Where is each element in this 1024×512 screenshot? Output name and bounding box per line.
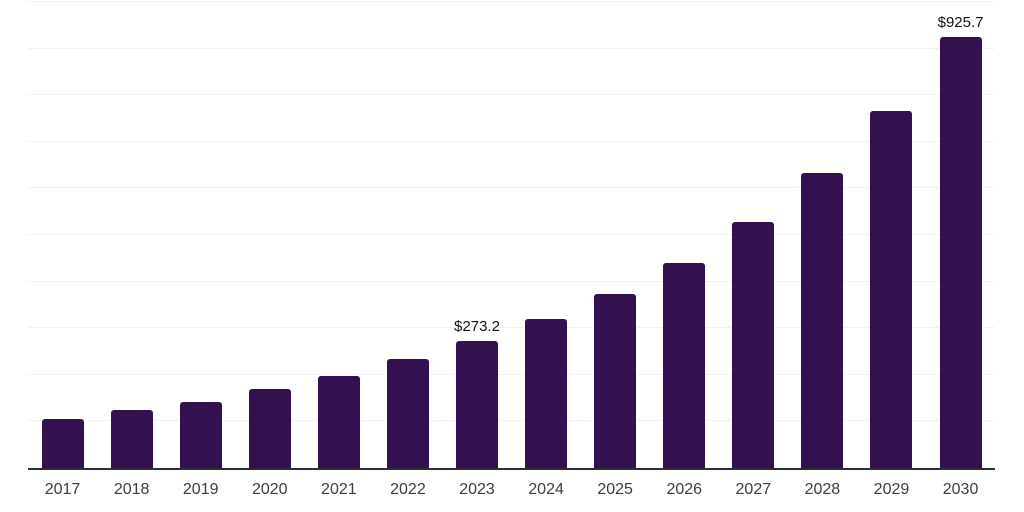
slot-2018: 2018 (97, 2, 166, 498)
bar-2030 (939, 36, 982, 468)
x-tick-2019: 2019 (182, 481, 219, 498)
x-tick-2023: 2023 (459, 481, 495, 498)
slot-2019: 2019 (166, 2, 235, 498)
slot-2029: 2029 (857, 2, 926, 498)
bar-series: 2017 2018 2019 2020 2021 2022 $273.2 2023 2024 20… (28, 2, 995, 498)
slot-2025: 2025 (581, 2, 650, 498)
gridline-600 (28, 187, 995, 189)
slot-2030: $925.7 2030 (926, 2, 995, 498)
x-tick-2025: 2025 (597, 481, 633, 498)
x-tick-2027: 2027 (735, 481, 772, 498)
bar-value-label-2023: $273.2 (454, 317, 500, 335)
gridline-300 (28, 327, 995, 329)
x-tick-2018: 2018 (113, 481, 150, 498)
gridline-100 (28, 420, 995, 422)
bar-2018 (110, 410, 153, 468)
gridline-400 (28, 280, 995, 282)
bar-2017 (41, 419, 84, 468)
slot-2022: 2022 (373, 2, 442, 498)
slot-2021: 2021 (304, 2, 373, 498)
x-tick-2024: 2024 (528, 481, 564, 498)
bar-2022 (386, 358, 429, 468)
gridline-700 (28, 140, 995, 142)
gridline-800 (28, 94, 995, 96)
x-tick-2017: 2017 (44, 481, 81, 498)
slot-2026: 2026 (650, 2, 719, 498)
slot-2023: $273.2 2023 (442, 2, 511, 498)
x-tick-2029: 2029 (873, 481, 910, 498)
x-tick-2021: 2021 (321, 481, 357, 498)
x-tick-2026: 2026 (666, 481, 703, 498)
bar-2023 (456, 340, 498, 468)
slot-2024: 2024 (512, 2, 581, 498)
gridline-900 (28, 47, 995, 49)
bar-2024 (525, 319, 568, 468)
bar-2019 (179, 402, 222, 468)
gridline-1000 (28, 1, 995, 2)
bar-2029 (870, 111, 913, 468)
bar-2025 (594, 294, 637, 468)
x-tick-2028: 2028 (804, 481, 841, 498)
slot-2027: 2027 (719, 2, 788, 498)
slot-2017: 2017 (28, 2, 97, 498)
gridline-200 (28, 373, 995, 375)
plot-area: 2017 2018 2019 2020 2021 2022 $273.2 2023 2024 20… (28, 1, 995, 498)
bar-2021 (317, 376, 360, 468)
x-tick-2030: 2030 (942, 481, 979, 498)
bar-value-label-2030: $925.7 (937, 13, 984, 31)
x-tick-2020: 2020 (251, 481, 288, 498)
slot-2020: 2020 (235, 2, 304, 498)
slot-2028: 2028 (788, 2, 857, 498)
x-tick-2022: 2022 (390, 481, 426, 498)
bar-2026 (663, 262, 706, 468)
bar-2028 (801, 172, 844, 468)
bar-2020 (248, 389, 291, 468)
bar-2027 (732, 222, 775, 468)
gridline-500 (28, 234, 995, 235)
